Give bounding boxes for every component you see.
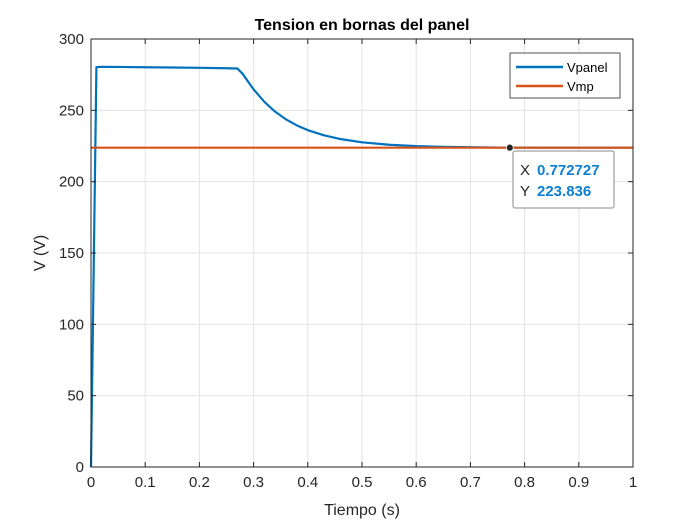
datatip-marker [505, 143, 514, 152]
datatip: X 0.772727 Y 223.836 [505, 143, 615, 209]
legend-label-vmp: Vmp [567, 79, 594, 94]
x-tick-label: 0.3 [243, 474, 264, 491]
chart-title: Tension en bornas del panel [255, 17, 470, 34]
x-tick-label: 0.4 [297, 474, 318, 491]
x-tick-label: 0.2 [189, 474, 210, 491]
datatip-y-key: Y [520, 183, 530, 200]
x-axis-label: Tiempo (s) [324, 502, 400, 519]
datatip-y-value: 223.836 [537, 183, 591, 200]
y-tick-label: 300 [59, 31, 84, 48]
y-tick-label: 0 [76, 459, 84, 476]
x-tick-label: 1 [629, 474, 637, 491]
y-tick-label: 250 [59, 102, 84, 119]
x-tick-label: 0.7 [460, 474, 481, 491]
x-tick-label: 0.6 [406, 474, 427, 491]
x-tick-label: 0.5 [352, 474, 373, 491]
legend-label-vpanel: Vpanel [567, 60, 608, 75]
x-tick-label: 0.8 [514, 474, 535, 491]
datatip-x-value: 0.772727 [537, 162, 600, 179]
x-tick-label: 0.9 [568, 474, 589, 491]
x-tick-label: 0.1 [135, 474, 156, 491]
y-axis-label: V (V) [32, 235, 49, 271]
ticks: 0 0.1 0.2 0.3 0.4 0.5 0.6 0.7 0.8 0.9 1 0 50 100 150 20… [59, 31, 637, 491]
legend-box [509, 52, 621, 99]
x-tick-label: 0 [87, 474, 95, 491]
datatip-x-key: X [520, 162, 530, 179]
y-tick-label: 150 [59, 245, 84, 262]
y-tick-label: 50 [67, 388, 84, 405]
datatip-box [512, 150, 615, 209]
y-tick-label: 100 [59, 316, 84, 333]
legend: Vpanel Vmp [509, 52, 621, 99]
series-layer [89, 65, 633, 468]
y-tick-label: 200 [59, 174, 84, 191]
